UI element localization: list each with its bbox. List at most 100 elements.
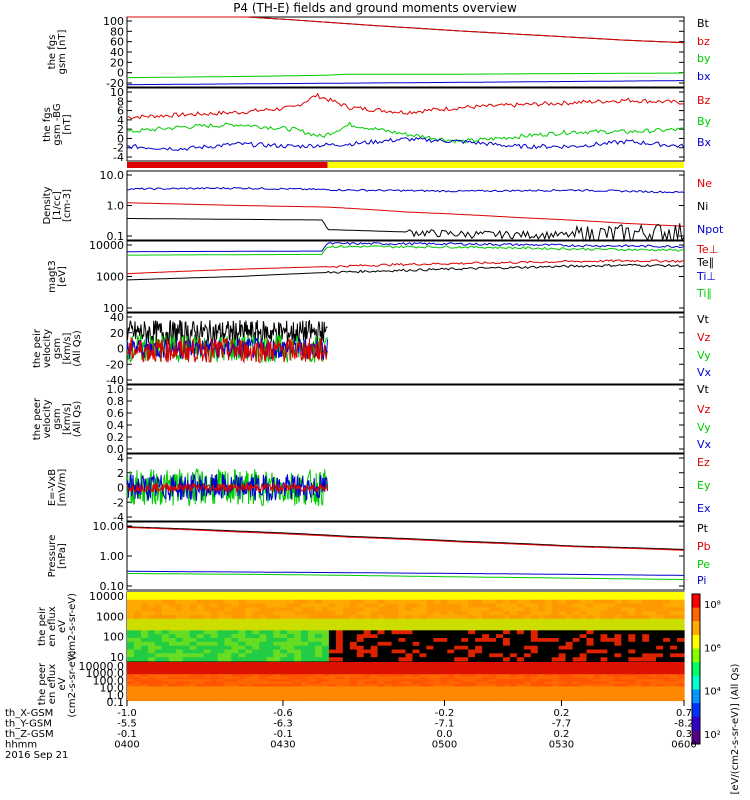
y-axis-label: the peir — [37, 606, 48, 646]
y-tick-label: 1000 — [96, 271, 124, 284]
y-tick-label: -20 — [106, 358, 124, 371]
legend-entry: Bx — [697, 136, 712, 149]
y-tick-label: -4 — [113, 511, 124, 524]
time-axis: -1.0-5.5-0.10400-0.6-6.3-0.10430-0.2-7.1… — [5, 700, 697, 761]
y-axis-label: the peer — [32, 397, 43, 440]
legend-entry: Vz — [697, 331, 711, 344]
y-axis-label: E=-VxB — [47, 469, 58, 506]
x-tick-label: -0.1 — [273, 729, 293, 740]
legend-entry: Pt — [697, 522, 709, 535]
y-tick-label: 40 — [110, 311, 124, 324]
x-tick-label: -1.0 — [117, 708, 137, 719]
y-axis-label: [1/cc] — [52, 191, 63, 220]
legend-entry: by — [697, 52, 711, 65]
legend-entry: Vx — [697, 366, 712, 379]
x-tick-label: 0400 — [114, 740, 139, 751]
colorbar: 10⁸ 10⁶ 10⁴ 10² [eV/(cm2-s-sr-eV)] (All Qs) — [691, 593, 741, 794]
y-axis-label: eV — [57, 677, 68, 690]
y-tick-label: 1000 — [96, 610, 124, 623]
y-tick-label: 10.0 — [100, 682, 125, 695]
x-tick-label: -5.5 — [117, 719, 137, 730]
y-tick-label: 0 — [117, 132, 124, 145]
panel-frame — [126, 384, 685, 454]
y-tick-label: 0 — [117, 67, 124, 80]
y-tick-label: 8 — [117, 95, 124, 108]
legend-entry: Npot — [697, 223, 724, 236]
x-tick-label: -7.1 — [435, 719, 455, 730]
y-tick-label: -4 — [113, 151, 124, 164]
y-axis-label: Density — [42, 186, 53, 224]
y-tick-label: 1.0 — [107, 200, 125, 213]
colorbar-tick: 10⁶ — [704, 643, 721, 654]
y-tick-label: 10 — [110, 651, 124, 664]
y-tick-label: 10 — [110, 86, 124, 99]
y-tick-label: 4 — [117, 452, 124, 465]
series-Bx — [126, 137, 685, 151]
y-axis-label: (All Qs) — [72, 330, 83, 367]
row-label: th_X-GSM — [5, 708, 53, 719]
x-tick-label: 0.0 — [437, 729, 453, 740]
y-axis-label: (cm2-s-sr-eV) — [67, 650, 78, 717]
legend-entry: Pe — [697, 558, 710, 571]
y-axis-label: magt3 — [47, 260, 58, 293]
series-Pi — [127, 570, 684, 576]
colorbar-label: [eV/(cm2-s-sr-eV)] (All Qs) — [730, 663, 741, 794]
series-Te⊥ — [126, 259, 684, 275]
y-tick-label: 10000.0 — [79, 660, 125, 673]
y-axis-label: [mV/m] — [57, 469, 68, 507]
panel-efield: 4 2 0-2 -4 E=-VxB [mV/m] Ez Ey Ex — [47, 452, 711, 524]
y-tick-label: 2 — [117, 467, 124, 480]
series-Pb — [126, 526, 685, 551]
x-tick-label: 0.2 — [554, 729, 570, 740]
series-Te∥ — [127, 263, 685, 281]
legend-entry: Vx — [697, 438, 712, 451]
legend-entry: Bt — [697, 17, 710, 30]
colorbar-tick: 10⁴ — [704, 687, 721, 698]
x-tick-label: 0.7 — [676, 708, 692, 719]
row-label: th_Y-GSM — [5, 719, 52, 730]
x-tick-label: 0500 — [432, 740, 457, 751]
y-tick-label: 0 — [117, 482, 124, 495]
spectrogram-cells — [127, 662, 685, 707]
y-tick-label: 0.6 — [107, 407, 125, 420]
date-label: 2016 Sep 21 — [5, 750, 68, 761]
y-axis-label: [nPa] — [57, 543, 68, 569]
y-axis-label: en eflux — [47, 606, 58, 646]
y-axis-label: Pressure — [47, 535, 58, 578]
y-tick-label: 2 — [117, 123, 124, 136]
legend-entry: By — [697, 115, 712, 128]
panel-frame — [126, 521, 685, 591]
legend-entry: Ti∥ — [696, 287, 712, 300]
y-axis-label: gsm [nT] — [57, 30, 68, 75]
panel-frame — [126, 87, 685, 162]
y-tick-label: -20 — [106, 77, 124, 90]
legend-entry: bx — [697, 70, 711, 83]
y-tick-label: -40 — [106, 374, 124, 387]
legend-entry: Ez — [697, 456, 710, 469]
panel-density: 10.0 1.0 0.1 Density [1/cc] [cm-3] Ne Ni Npot — [42, 169, 724, 243]
legend-entry: Vt — [697, 383, 710, 396]
y-axis-label: [nT] — [62, 114, 73, 134]
legend-entry: Vy — [697, 349, 711, 362]
row-label: hhmm — [5, 740, 37, 751]
y-tick-label: 1.0 — [107, 383, 125, 396]
series-Pt — [126, 526, 685, 550]
y-axis-label: [cm-3] — [62, 189, 73, 222]
y-tick-label: 1.00 — [100, 550, 125, 563]
series-Ti∥ — [127, 244, 685, 256]
series-By — [126, 121, 685, 144]
legend-entry: Vy — [697, 421, 711, 434]
y-axis-label: [eV] — [57, 266, 68, 287]
y-axis-label: gsm — [52, 338, 63, 359]
spectrogram-cells — [127, 592, 685, 662]
legend-entry: Ti⊥ — [696, 270, 716, 283]
y-tick-label: 100 — [103, 15, 124, 28]
panel-peir_velocity: 40 20 0 -20 -40 the peir velocity gsm [km/s] (All… — [32, 311, 712, 387]
panel-pressure: 10.00 1.00 0.10 Pressure [nPa] Pt Pb Pe Pi — [47, 520, 711, 593]
y-tick-label: 1.0 — [107, 689, 125, 702]
y-tick-label: 100 — [103, 631, 124, 644]
x-tick-label: -8.2 — [674, 719, 694, 730]
panel-temperature: 10000 1000 100 magt3 [eV] Te⊥Te∥Ti⊥ Ti∥ — [47, 239, 718, 315]
